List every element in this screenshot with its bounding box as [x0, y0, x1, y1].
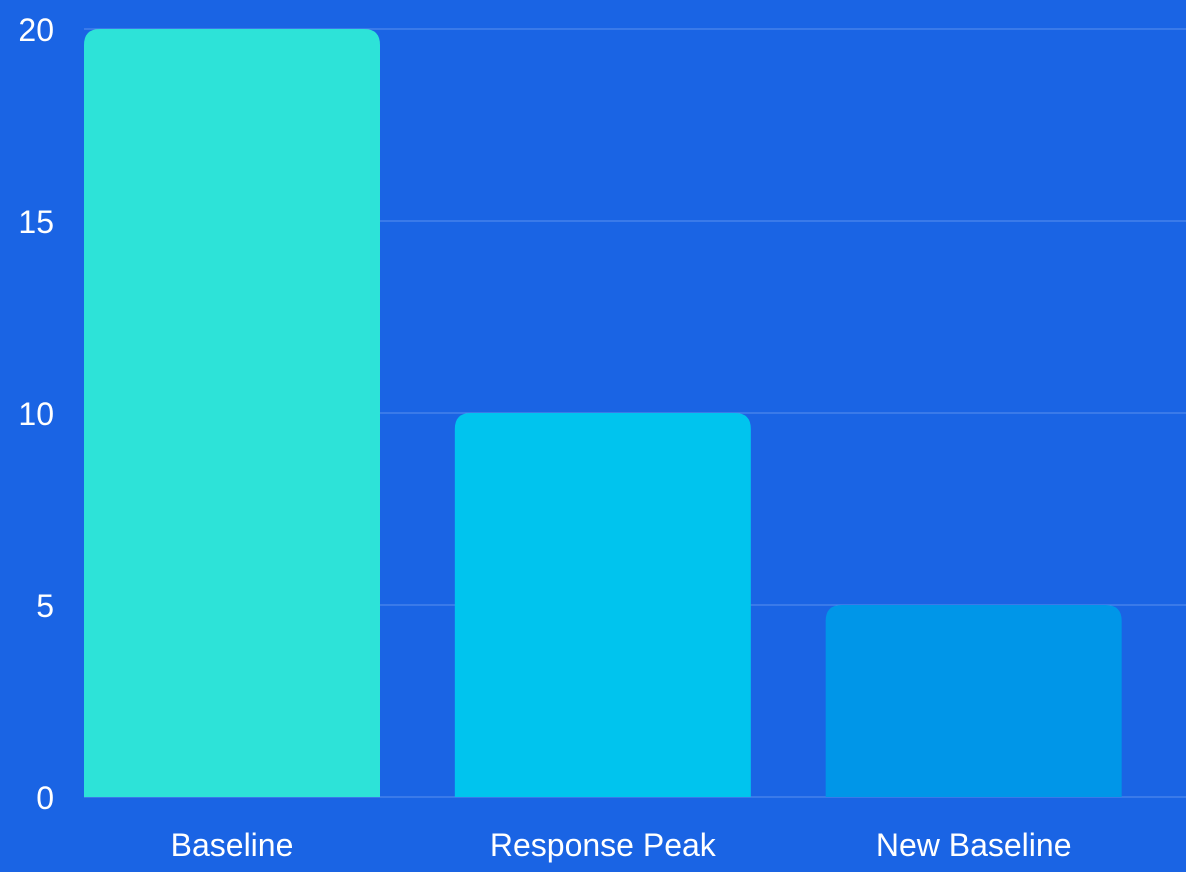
- y-tick-label: 15: [18, 204, 54, 240]
- y-axis-ticks: 0 5 10 15 20: [18, 12, 54, 816]
- y-tick-label: 10: [18, 396, 54, 432]
- y-tick-label: 20: [18, 12, 54, 48]
- bar-response-peak: [454, 413, 751, 797]
- x-tick-label: New Baseline: [876, 827, 1072, 863]
- bars: [84, 29, 1122, 797]
- bar-new-baseline: [825, 605, 1122, 797]
- y-tick-label: 5: [36, 588, 54, 624]
- bar-baseline: [84, 29, 380, 797]
- x-tick-label: Response Peak: [490, 827, 717, 863]
- y-tick-label: 0: [36, 780, 54, 816]
- x-axis-ticks: Baseline Response Peak New Baseline: [171, 827, 1072, 863]
- x-tick-label: Baseline: [171, 827, 294, 863]
